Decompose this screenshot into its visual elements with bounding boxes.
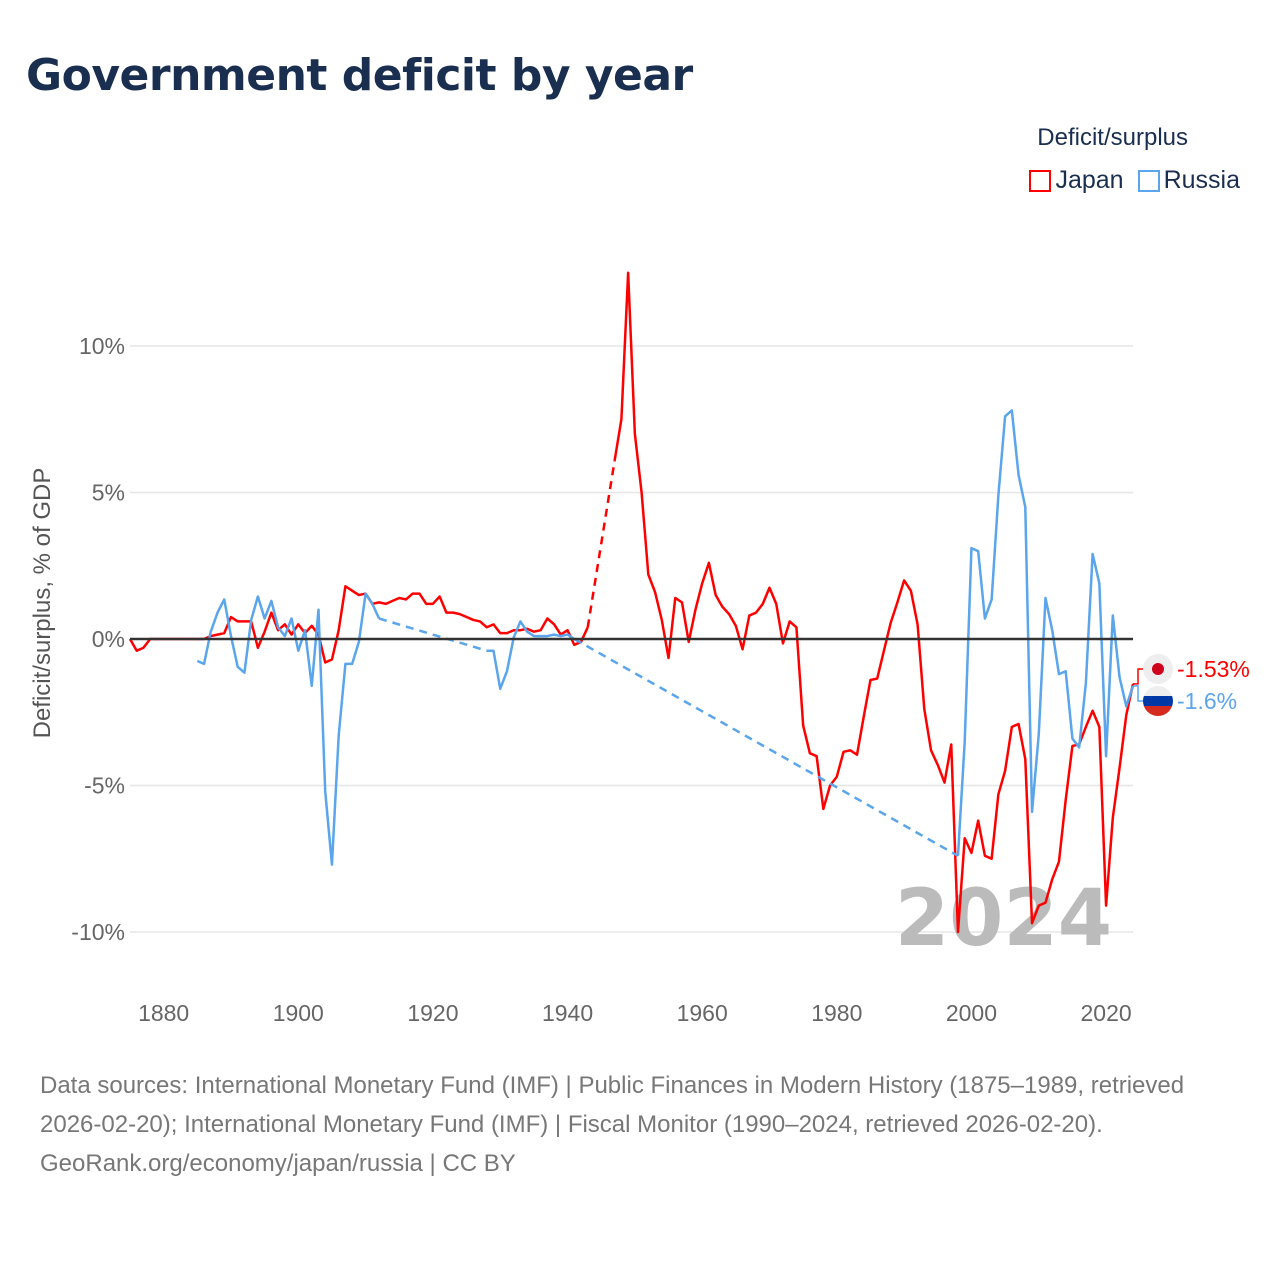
- series-russia: [196, 409, 1135, 866]
- series-line-segment: [613, 271, 1135, 934]
- credit-link[interactable]: GeoRank.org/economy/japan/russia | CC BY: [40, 1150, 516, 1177]
- data-sources: Data sources: International Monetary Fun…: [40, 1072, 1185, 1138]
- series-line-segment: [956, 409, 1135, 856]
- legend-item-russia[interactable]: Russia: [1137, 166, 1240, 195]
- series-line-segment: [486, 620, 575, 691]
- end-label-connector: [1133, 685, 1143, 702]
- series-gap-segment: [378, 617, 488, 652]
- series-gap-segment: [586, 460, 616, 628]
- x-tick-label: 1960: [677, 1000, 728, 1026]
- japan-flag-icon: [1143, 654, 1173, 684]
- x-tick-label: 1940: [542, 1000, 593, 1026]
- legend-label: Russia: [1163, 166, 1240, 194]
- series-gap-segment: [573, 637, 959, 857]
- x-tick-label: 1920: [407, 1000, 458, 1026]
- y-tick-label: 0%: [92, 626, 125, 652]
- legend-title: Deficit/surplus: [1037, 124, 1188, 151]
- russia-flag-icon: [1143, 686, 1173, 716]
- legend-swatch-russia: [1137, 169, 1160, 192]
- legend: Japan Russia: [1029, 166, 1240, 195]
- y-tick-label: 5%: [92, 480, 125, 506]
- x-tick-label: 1900: [273, 1000, 324, 1026]
- series-line-segment: [196, 592, 381, 866]
- y-axis-title: Deficit/surplus, % of GDP: [29, 468, 56, 739]
- x-tick-label: 1880: [138, 1000, 189, 1026]
- y-tick-label: -10%: [71, 919, 125, 945]
- line-chart: 10% 5% 0% -5% -10% 1880 1900 1920 1940 1960 1980 20…: [29, 271, 1250, 1026]
- legend-swatch-japan: [1029, 169, 1052, 192]
- end-value-label: -1.53%: [1177, 656, 1250, 682]
- x-tick-label: 1980: [811, 1000, 862, 1026]
- y-tick-label: -5%: [84, 773, 125, 799]
- end-value-label: -1.6%: [1177, 688, 1237, 714]
- footer: Data sources: International Monetary Fun…: [40, 1066, 1240, 1183]
- x-tick-label: 2000: [946, 1000, 997, 1026]
- x-tick-label: 2020: [1080, 1000, 1131, 1026]
- legend-label: Japan: [1055, 166, 1124, 194]
- legend-item-japan[interactable]: Japan: [1029, 166, 1124, 195]
- current-year-watermark: 2024: [895, 874, 1112, 964]
- end-label-connector: [1133, 668, 1143, 685]
- page-title: Government deficit by year: [26, 50, 693, 101]
- y-tick-label: 10%: [79, 333, 125, 359]
